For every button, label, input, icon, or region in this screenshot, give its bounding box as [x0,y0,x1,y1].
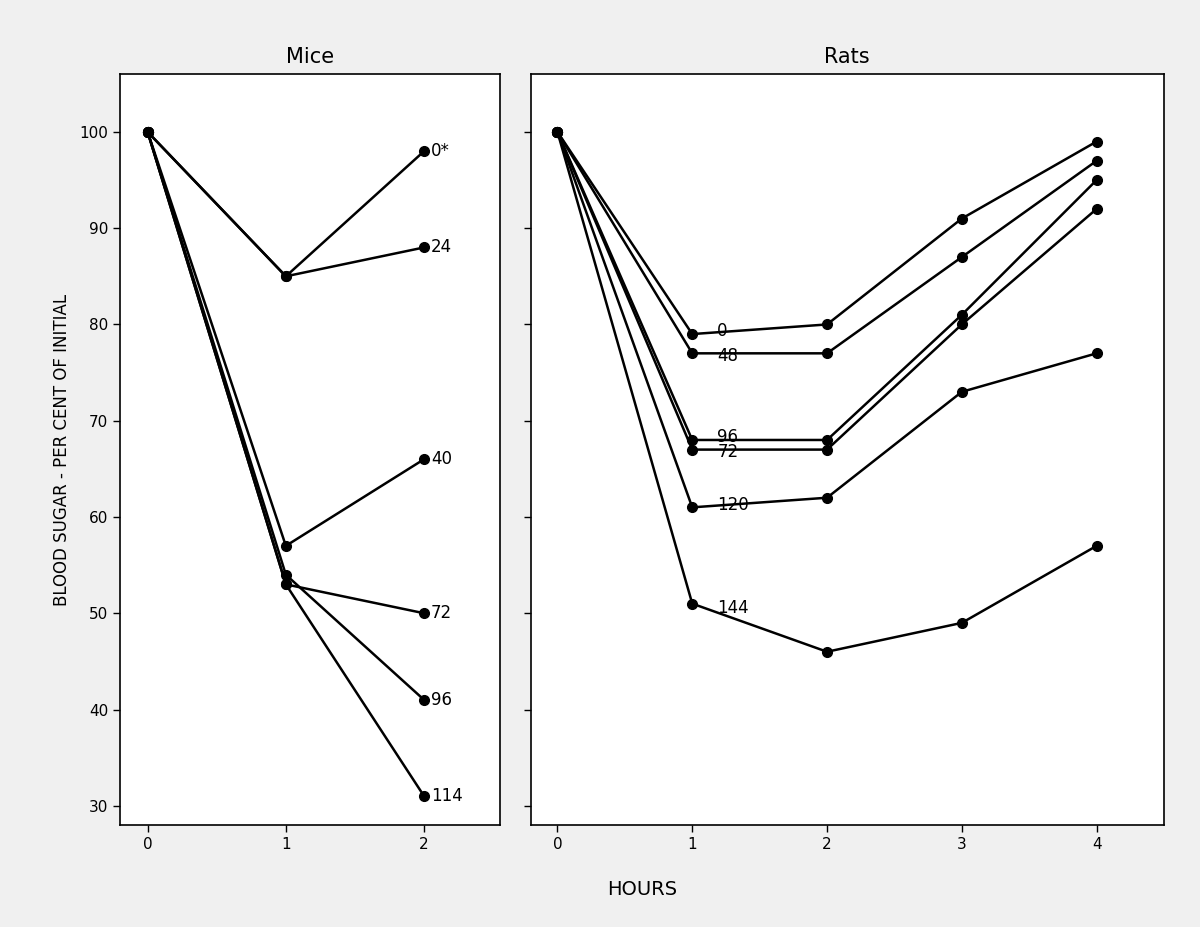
Text: 114: 114 [431,787,463,806]
Title: Rats: Rats [824,47,870,67]
Text: 40: 40 [431,451,452,468]
Y-axis label: BLOOD SUGAR - PER CENT OF INITIAL: BLOOD SUGAR - PER CENT OF INITIAL [53,294,71,605]
Text: 120: 120 [718,496,749,514]
Text: 0: 0 [718,323,727,340]
Text: 0*: 0* [431,142,450,160]
Text: 144: 144 [718,599,749,616]
Text: 72: 72 [718,443,738,462]
Text: HOURS: HOURS [607,881,677,899]
Text: 72: 72 [431,604,452,622]
Text: 48: 48 [718,347,738,365]
Text: 96: 96 [718,428,738,446]
Title: Mice: Mice [286,47,334,67]
Text: 96: 96 [431,691,452,709]
Text: 24: 24 [431,238,452,257]
